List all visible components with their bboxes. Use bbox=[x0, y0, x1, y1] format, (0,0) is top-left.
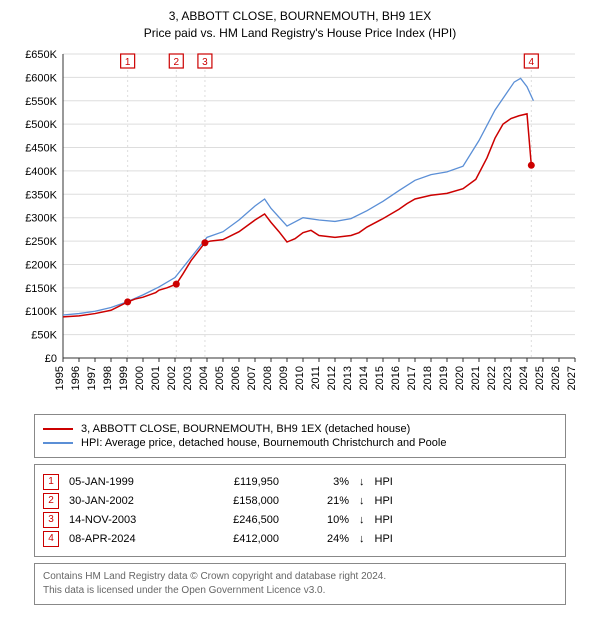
svg-text:£500K: £500K bbox=[25, 119, 57, 131]
hpi-label: HPI bbox=[375, 514, 425, 526]
hpi-label: HPI bbox=[375, 476, 425, 488]
legend-label: 3, ABBOTT CLOSE, BOURNEMOUTH, BH9 1EX (d… bbox=[81, 423, 410, 435]
sale-date: 08-APR-2024 bbox=[69, 533, 179, 545]
chart-area: £0 £50K £100K £150K £200K £250K £300K £350K £400… bbox=[15, 48, 585, 408]
svg-text:£550K: £550K bbox=[25, 95, 57, 107]
svg-text:2005: 2005 bbox=[214, 366, 226, 390]
svg-text:2018: 2018 bbox=[422, 366, 434, 390]
svg-text:£450K: £450K bbox=[25, 142, 57, 154]
svg-text:2007: 2007 bbox=[246, 366, 258, 390]
svg-text:1996: 1996 bbox=[70, 366, 82, 390]
sale-date: 14-NOV-2003 bbox=[69, 514, 179, 526]
svg-text:1999: 1999 bbox=[118, 366, 130, 390]
sale-delta: 3% bbox=[289, 476, 349, 488]
svg-text:£150K: £150K bbox=[25, 282, 57, 294]
legend: 3, ABBOTT CLOSE, BOURNEMOUTH, BH9 1EX (d… bbox=[34, 414, 566, 458]
legend-item: 3, ABBOTT CLOSE, BOURNEMOUTH, BH9 1EX (d… bbox=[43, 423, 557, 435]
svg-text:2025: 2025 bbox=[534, 366, 546, 390]
svg-text:2014: 2014 bbox=[358, 366, 370, 390]
svg-text:2003: 2003 bbox=[182, 366, 194, 390]
svg-text:2009: 2009 bbox=[278, 366, 290, 390]
svg-text:2024: 2024 bbox=[518, 366, 530, 390]
svg-text:£200K: £200K bbox=[25, 259, 57, 271]
sale-price: £119,950 bbox=[189, 476, 279, 488]
sale-marker-box: 3 bbox=[43, 512, 59, 528]
svg-text:£600K: £600K bbox=[25, 72, 57, 84]
chart-svg: £0 £50K £100K £150K £200K £250K £300K £350K £400… bbox=[15, 48, 585, 408]
chart-title-line1: 3, ABBOTT CLOSE, BOURNEMOUTH, BH9 1EX bbox=[8, 8, 592, 25]
hpi-label: HPI bbox=[375, 533, 425, 545]
sale-marker-box: 4 bbox=[43, 531, 59, 547]
svg-text:2019: 2019 bbox=[438, 366, 450, 390]
sale-date: 30-JAN-2002 bbox=[69, 495, 179, 507]
svg-text:2016: 2016 bbox=[390, 366, 402, 390]
svg-text:2026: 2026 bbox=[550, 366, 562, 390]
footer: Contains HM Land Registry data © Crown c… bbox=[34, 563, 566, 605]
table-row: 3 14-NOV-2003 £246,500 10% ↓ HPI bbox=[43, 512, 557, 528]
svg-text:2001: 2001 bbox=[150, 366, 162, 390]
down-arrow-icon: ↓ bbox=[359, 495, 365, 507]
svg-text:2010: 2010 bbox=[294, 366, 306, 390]
svg-text:£50K: £50K bbox=[31, 329, 57, 341]
table-row: 1 05-JAN-1999 £119,950 3% ↓ HPI bbox=[43, 474, 557, 490]
sale-price: £158,000 bbox=[189, 495, 279, 507]
svg-text:2021: 2021 bbox=[470, 366, 482, 390]
svg-text:2008: 2008 bbox=[262, 366, 274, 390]
sale-delta: 24% bbox=[289, 533, 349, 545]
svg-text:£400K: £400K bbox=[25, 166, 57, 178]
footer-line2: This data is licensed under the Open Gov… bbox=[43, 584, 557, 598]
svg-text:1997: 1997 bbox=[86, 366, 98, 390]
down-arrow-icon: ↓ bbox=[359, 533, 365, 545]
legend-item: HPI: Average price, detached house, Bour… bbox=[43, 437, 557, 449]
svg-text:2000: 2000 bbox=[134, 366, 146, 390]
footer-line1: Contains HM Land Registry data © Crown c… bbox=[43, 570, 557, 584]
svg-text:£100K: £100K bbox=[25, 306, 57, 318]
svg-text:2004: 2004 bbox=[198, 366, 210, 390]
chart-title-line2: Price paid vs. HM Land Registry's House … bbox=[8, 25, 592, 42]
svg-text:2020: 2020 bbox=[454, 366, 466, 390]
svg-text:2012: 2012 bbox=[326, 366, 338, 390]
table-row: 4 08-APR-2024 £412,000 24% ↓ HPI bbox=[43, 531, 557, 547]
svg-text:2023: 2023 bbox=[502, 366, 514, 390]
sale-price: £412,000 bbox=[189, 533, 279, 545]
svg-text:3: 3 bbox=[202, 57, 208, 68]
svg-text:2: 2 bbox=[173, 57, 179, 68]
chart-titles: 3, ABBOTT CLOSE, BOURNEMOUTH, BH9 1EX Pr… bbox=[8, 8, 592, 42]
down-arrow-icon: ↓ bbox=[359, 476, 365, 488]
legend-label: HPI: Average price, detached house, Bour… bbox=[81, 437, 446, 449]
svg-text:£650K: £650K bbox=[25, 49, 57, 61]
sale-marker-box: 2 bbox=[43, 493, 59, 509]
svg-text:£250K: £250K bbox=[25, 236, 57, 248]
sale-date: 05-JAN-1999 bbox=[69, 476, 179, 488]
hpi-label: HPI bbox=[375, 495, 425, 507]
svg-text:1: 1 bbox=[125, 57, 131, 68]
svg-text:2015: 2015 bbox=[374, 366, 386, 390]
legend-swatch bbox=[43, 442, 73, 444]
sale-marker-box: 1 bbox=[43, 474, 59, 490]
svg-text:4: 4 bbox=[529, 57, 535, 68]
svg-text:2011: 2011 bbox=[310, 366, 322, 390]
sale-delta: 10% bbox=[289, 514, 349, 526]
sale-price: £246,500 bbox=[189, 514, 279, 526]
table-row: 2 30-JAN-2002 £158,000 21% ↓ HPI bbox=[43, 493, 557, 509]
svg-text:1998: 1998 bbox=[102, 366, 114, 390]
svg-text:2022: 2022 bbox=[486, 366, 498, 390]
svg-text:£0: £0 bbox=[45, 353, 57, 365]
svg-text:£350K: £350K bbox=[25, 189, 57, 201]
svg-text:2002: 2002 bbox=[166, 366, 178, 390]
sale-delta: 21% bbox=[289, 495, 349, 507]
sale-table: 1 05-JAN-1999 £119,950 3% ↓ HPI 2 30-JAN-2002 £1… bbox=[34, 464, 566, 557]
svg-text:2013: 2013 bbox=[342, 366, 354, 390]
svg-text:£300K: £300K bbox=[25, 212, 57, 224]
legend-swatch bbox=[43, 428, 73, 430]
svg-text:2027: 2027 bbox=[566, 366, 578, 390]
svg-text:2006: 2006 bbox=[230, 366, 242, 390]
down-arrow-icon: ↓ bbox=[359, 514, 365, 526]
svg-text:1995: 1995 bbox=[54, 366, 66, 390]
svg-text:2017: 2017 bbox=[406, 366, 418, 390]
